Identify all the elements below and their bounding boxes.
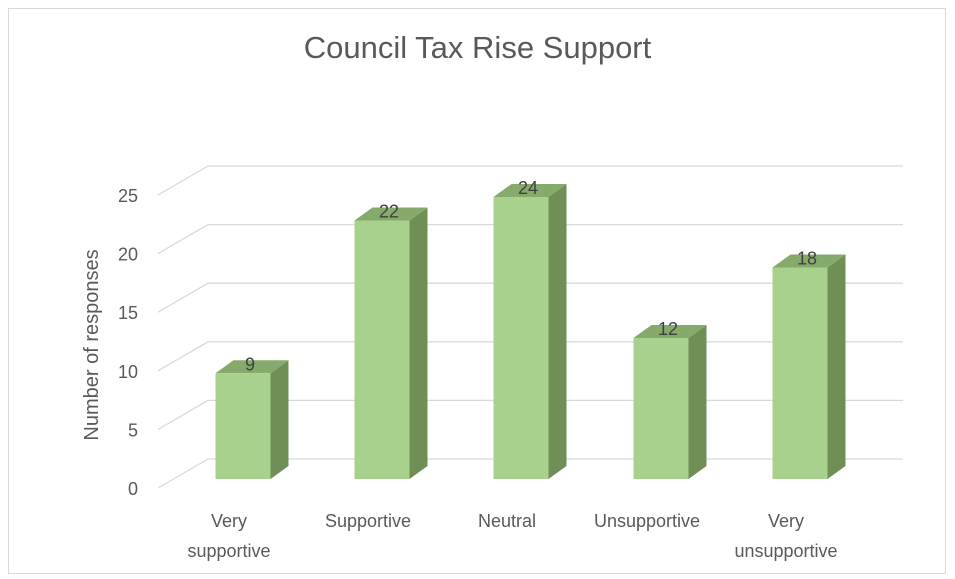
bar-top (493, 184, 567, 197)
bar (633, 325, 707, 479)
category-label: Unsupportive (594, 511, 700, 531)
y-tick-label: 10 (118, 362, 138, 382)
data-label: 24 (518, 178, 538, 198)
category-label: supportive (187, 541, 270, 561)
bar-front (633, 338, 689, 479)
bar-side (270, 360, 289, 479)
gridline (157, 282, 903, 313)
bar-side (548, 184, 567, 479)
x-axis-categories: Very supportive Supportive Neutral Unsupport… (187, 511, 837, 561)
bar-side (409, 207, 428, 479)
bar-front (772, 267, 828, 479)
chart-title: Council Tax Rise Support (303, 30, 652, 65)
bar-top (354, 207, 428, 221)
category-label: Neutral (478, 511, 536, 531)
gridline (157, 165, 903, 196)
category-label: Very (768, 511, 804, 531)
data-label: 9 (245, 354, 255, 374)
bar-top (633, 325, 707, 338)
y-axis-ticks: 0 5 10 15 20 25 (118, 186, 138, 499)
bar-side (827, 254, 846, 479)
bar (215, 360, 289, 479)
category-label: Supportive (325, 511, 411, 531)
data-label: 22 (379, 202, 399, 222)
bars (215, 184, 846, 479)
category-label: unsupportive (734, 541, 837, 561)
data-labels: 9 22 24 12 18 (245, 178, 817, 374)
bar-side (688, 325, 707, 479)
bar-front (215, 373, 271, 479)
bar-top (215, 360, 289, 374)
y-tick-label: 25 (118, 186, 138, 206)
y-tick-label: 15 (118, 303, 138, 323)
bar (493, 184, 567, 479)
y-tick-label: 0 (128, 479, 138, 499)
bar (354, 207, 428, 479)
y-tick-label: 5 (128, 420, 138, 440)
y-axis-title: Number of responses (81, 249, 103, 440)
bar-front (493, 197, 549, 479)
category-label: Very (211, 511, 247, 531)
y-tick-label: 20 (118, 245, 138, 265)
data-label: 12 (658, 319, 678, 339)
data-label: 18 (797, 249, 817, 269)
gridline (157, 223, 903, 255)
bar-front (354, 220, 410, 479)
bar-top (772, 254, 846, 268)
bar (772, 254, 846, 479)
